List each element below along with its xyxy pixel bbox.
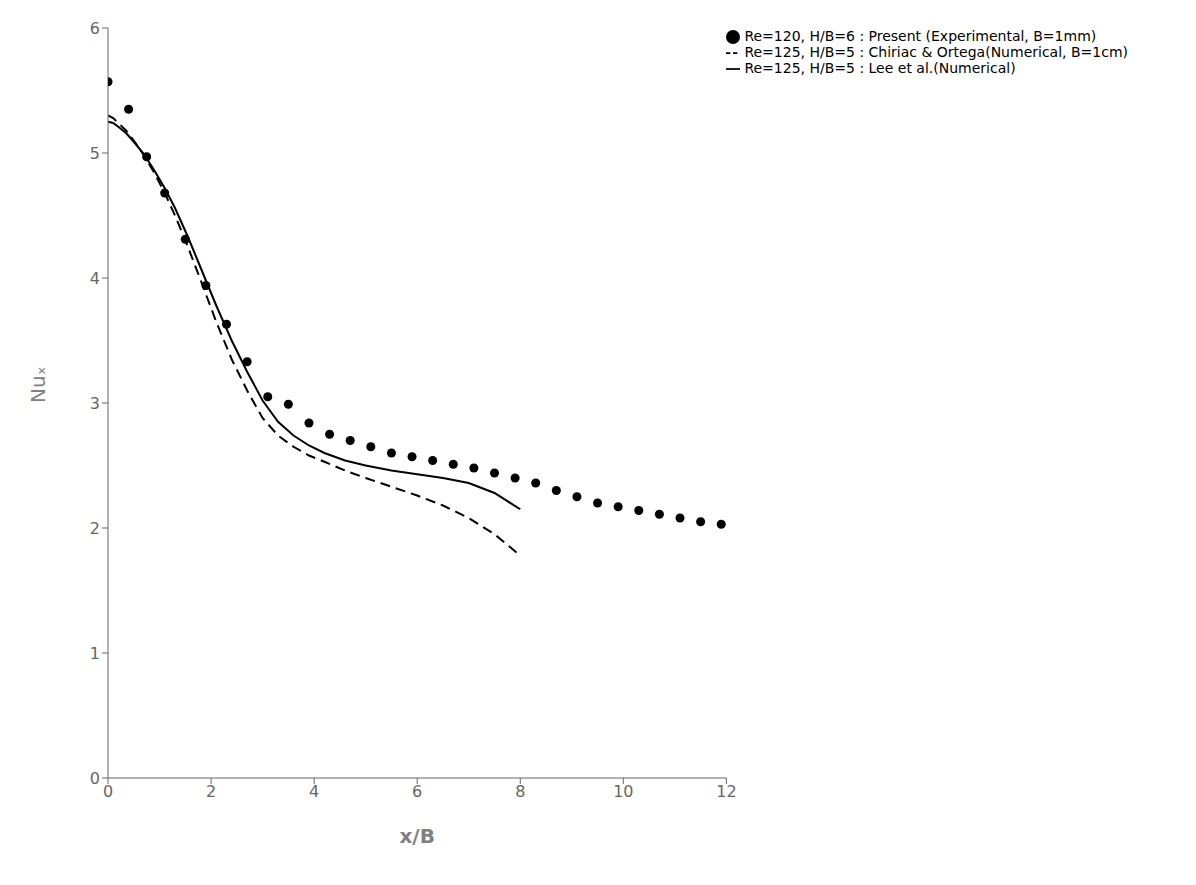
svg-text:4: 4 bbox=[309, 782, 319, 801]
svg-text:0: 0 bbox=[103, 782, 113, 801]
svg-text:2: 2 bbox=[90, 519, 100, 538]
svg-text:8: 8 bbox=[515, 782, 525, 801]
svg-text:3: 3 bbox=[90, 394, 100, 413]
svg-text:5: 5 bbox=[90, 144, 100, 163]
svg-text:0: 0 bbox=[90, 769, 100, 788]
svg-text:Nuₓ: Nuₓ bbox=[26, 366, 50, 403]
svg-text:12: 12 bbox=[716, 782, 736, 801]
svg-text:1: 1 bbox=[90, 644, 100, 663]
html-text:Re=125, H/B=5 : Chiriac & Orte: Re=125, H/B=5 : Chiriac & Ortega(Numeric… bbox=[744, 44, 1128, 60]
svg-text:2: 2 bbox=[206, 782, 216, 801]
svg-text:6: 6 bbox=[412, 782, 422, 801]
svg-text:4: 4 bbox=[90, 269, 100, 288]
svg-text:10: 10 bbox=[613, 782, 633, 801]
html-text:Re=120, H/B=6 : Present (Exper: Re=120, H/B=6 : Present (Experimental, B… bbox=[744, 28, 1097, 44]
svg-text:x/B: x/B bbox=[399, 824, 434, 848]
html-text:Re=125, H/B=5 : Lee et al.(Num: Re=125, H/B=5 : Lee et al.(Numerical) bbox=[744, 60, 1016, 76]
svg-text:6: 6 bbox=[90, 19, 100, 38]
